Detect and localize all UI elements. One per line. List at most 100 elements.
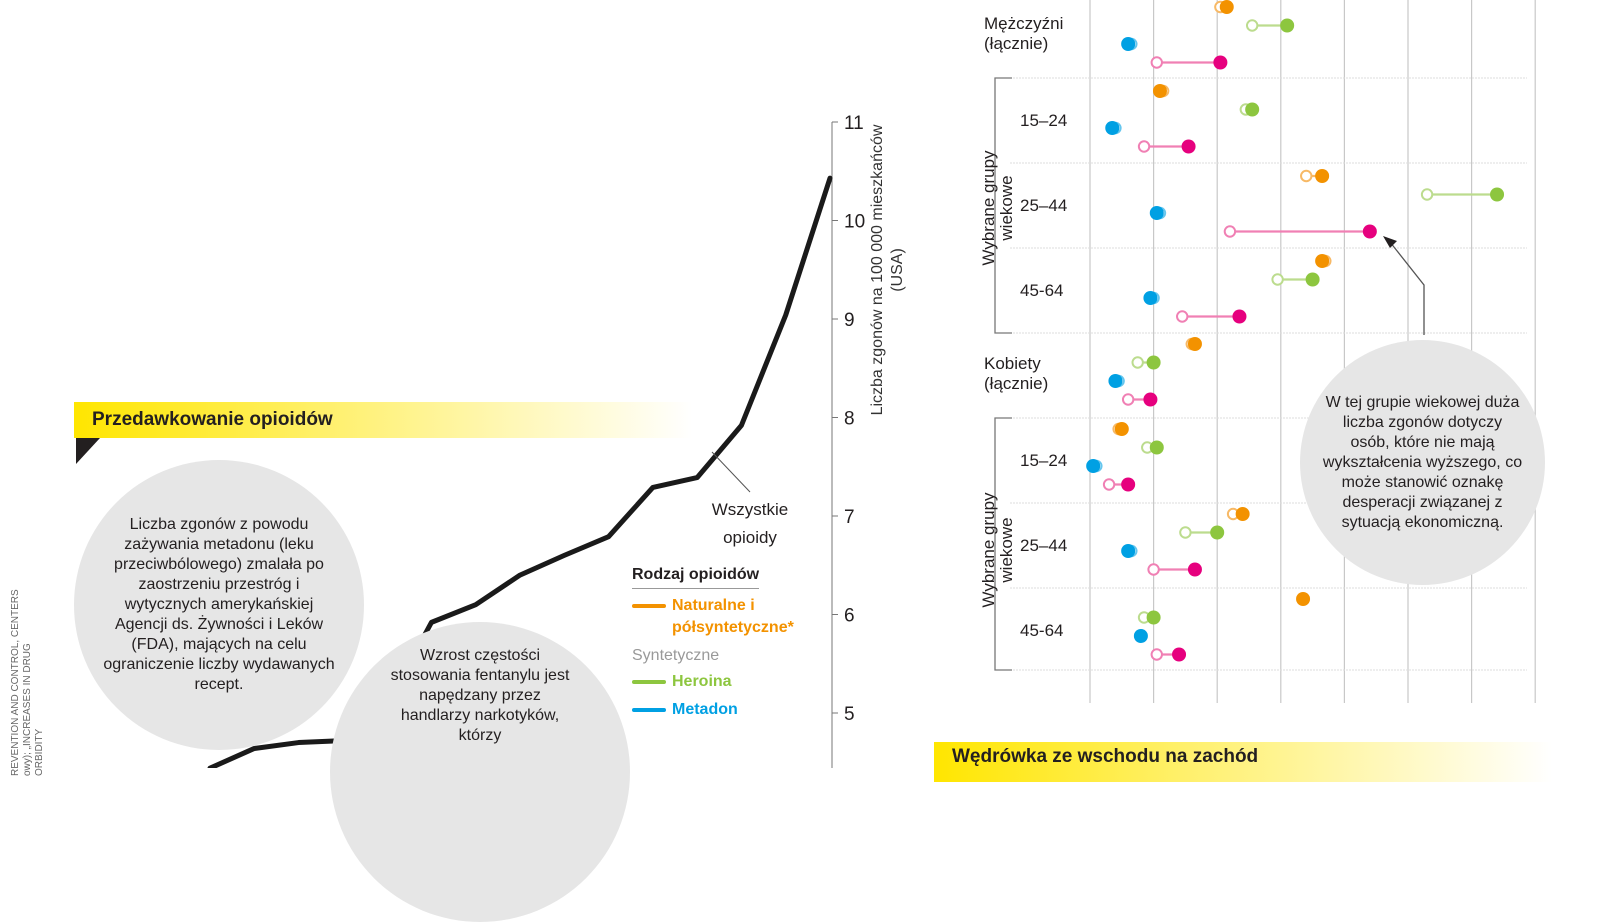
dumbbell-start-point [1180, 527, 1190, 537]
all-opioids-label: Wszystkie opioidy [700, 496, 800, 552]
fentanyl-callout: Wzrost częstości stosowania fentanylu je… [330, 622, 630, 922]
dumbbell-start-point [1126, 546, 1136, 556]
dumbbell-start-point [1148, 293, 1158, 303]
arrow-head-icon [1383, 236, 1397, 248]
section-banner: Przedawkowanie opioidów [74, 402, 692, 438]
dumbbell-start-point [1422, 189, 1432, 199]
dumbbell-start-point [1177, 311, 1187, 321]
group-label-men: Mężczyźni (łącznie) [984, 14, 1064, 54]
age-label: 15–24 [1020, 111, 1067, 131]
next-section-banner: Wędrówka ze wschodu na zachód [934, 742, 1552, 782]
age-label: 25–44 [1020, 196, 1067, 216]
legend-item-natural: Naturalne i półsyntetyczne* [632, 595, 832, 639]
dumbbell-start-point [1133, 357, 1143, 367]
next-banner-title: Wędrówka ze wschodu na zachód [952, 746, 1258, 768]
age-label: 45-64 [1020, 281, 1063, 301]
callout-leader [1390, 242, 1424, 335]
y-tick-label: 8 [844, 409, 855, 430]
dumbbell-start-point [1187, 339, 1197, 349]
dumbbell-end-point [1150, 206, 1164, 220]
dumbbell-end-point [1306, 273, 1320, 287]
dumbbell-start-point [1272, 274, 1282, 284]
dumbbell-end-point [1108, 374, 1122, 388]
dumbbell-end-point [1086, 459, 1100, 473]
dumbbell-end-point [1147, 611, 1161, 625]
dumbbell-end-point [1172, 648, 1186, 662]
dumbbell-start-point [1152, 57, 1162, 67]
dumbbell-end-point [1115, 422, 1129, 436]
methadone-callout: Liczba zgonów z powodu zażywania metadon… [74, 460, 364, 750]
education-callout: W tej grupie wiekowej duża liczba zgonów… [1300, 340, 1545, 585]
source-note: REVENTION AND CONTROL, CENTERS owy); „IN… [10, 556, 46, 776]
age-group-label-women: Wybrane grupy wiekowe [980, 480, 1016, 620]
dumbbell-end-point [1134, 629, 1148, 643]
dumbbell-start-point [1155, 208, 1165, 218]
dumbbell-start-point [1142, 442, 1152, 452]
dumbbell-end-point [1213, 56, 1227, 70]
dumbbell-end-point [1147, 356, 1161, 370]
dumbbell-start-point [1247, 20, 1257, 30]
annotation-leader [712, 452, 750, 492]
dumbbell-end-point [1490, 188, 1504, 202]
legend-swatch-methadone [632, 708, 666, 712]
legend-synthetic-header: Syntetyczne [632, 647, 832, 665]
dumbbell-end-point [1245, 103, 1259, 117]
dumbbell-end-point [1236, 507, 1250, 521]
y-tick-label: 11 [844, 113, 864, 134]
age-label: 45-64 [1020, 621, 1063, 641]
dumbbell-start-point [1152, 649, 1162, 659]
dumbbell-end-point [1188, 563, 1202, 577]
legend: Rodzaj opioidów Naturalne i półsyntetycz… [632, 566, 832, 721]
group-label-women: Kobiety (łącznie) [984, 354, 1064, 394]
dumbbell-start-point [1113, 376, 1123, 386]
age-group-label-men: Wybrane grupy wiekowe [980, 138, 1016, 278]
dumbbell-start-point [1123, 394, 1133, 404]
dumbbell-start-point [1158, 86, 1168, 96]
dumbbell-end-point [1232, 310, 1246, 324]
dumbbell-start-point [1139, 612, 1149, 622]
dumbbell-start-point [1241, 104, 1251, 114]
legend-swatch-natural [632, 604, 666, 608]
dumbbell-start-point [1110, 123, 1120, 133]
y-tick-label: 9 [844, 310, 855, 331]
dumbbell-end-point [1121, 478, 1135, 492]
dumbbell-end-point [1315, 254, 1329, 268]
y-tick-label: 7 [844, 507, 855, 528]
legend-title: Rodzaj opioidów [632, 566, 759, 589]
dumbbell-start-point [1113, 424, 1123, 434]
dumbbell-end-point [1121, 37, 1135, 51]
dumbbell-start-point [1148, 564, 1158, 574]
age-label: 15–24 [1020, 451, 1067, 471]
dumbbell-end-point [1280, 19, 1294, 33]
dumbbell-start-point [1298, 594, 1308, 604]
dumbbell-end-point [1315, 169, 1329, 183]
legend-item-methadone: Metadon [632, 699, 832, 721]
y-axis-label: Liczba zgonów na 100 000 mieszkańców (US… [868, 120, 908, 420]
dumbbell-end-point [1182, 140, 1196, 154]
banner-title: Przedawkowanie opioidów [92, 409, 333, 431]
dumbbell-start-point [1228, 509, 1238, 519]
dumbbell-end-point [1143, 291, 1157, 305]
y-tick-label: 6 [844, 606, 855, 627]
dumbbell-start-point [1139, 141, 1149, 151]
dumbbell-start-point [1091, 461, 1101, 471]
dumbbell-end-point [1210, 526, 1224, 540]
legend-swatch-heroin [632, 680, 666, 684]
legend-item-heroin: Heroina [632, 671, 832, 693]
dumbbell-end-point [1105, 121, 1119, 135]
y-tick-label: 10 [844, 212, 865, 233]
dumbbell-start-point [1215, 2, 1225, 12]
banner-fold [76, 438, 100, 464]
dumbbell-start-point [1320, 256, 1330, 266]
dumbbell-end-point [1188, 337, 1202, 351]
dumbbell-end-point [1220, 0, 1234, 14]
dumbbell-start-point [1136, 631, 1146, 641]
dumbbell-end-point [1296, 592, 1310, 606]
dumbbell-end-point [1121, 544, 1135, 558]
dumbbell-end-point [1153, 84, 1167, 98]
dumbbell-start-point [1225, 226, 1235, 236]
dumbbell-start-point [1104, 479, 1114, 489]
dumbbell-start-point [1126, 39, 1136, 49]
y-tick-label: 5 [844, 704, 855, 725]
dumbbell-end-point [1363, 225, 1377, 239]
